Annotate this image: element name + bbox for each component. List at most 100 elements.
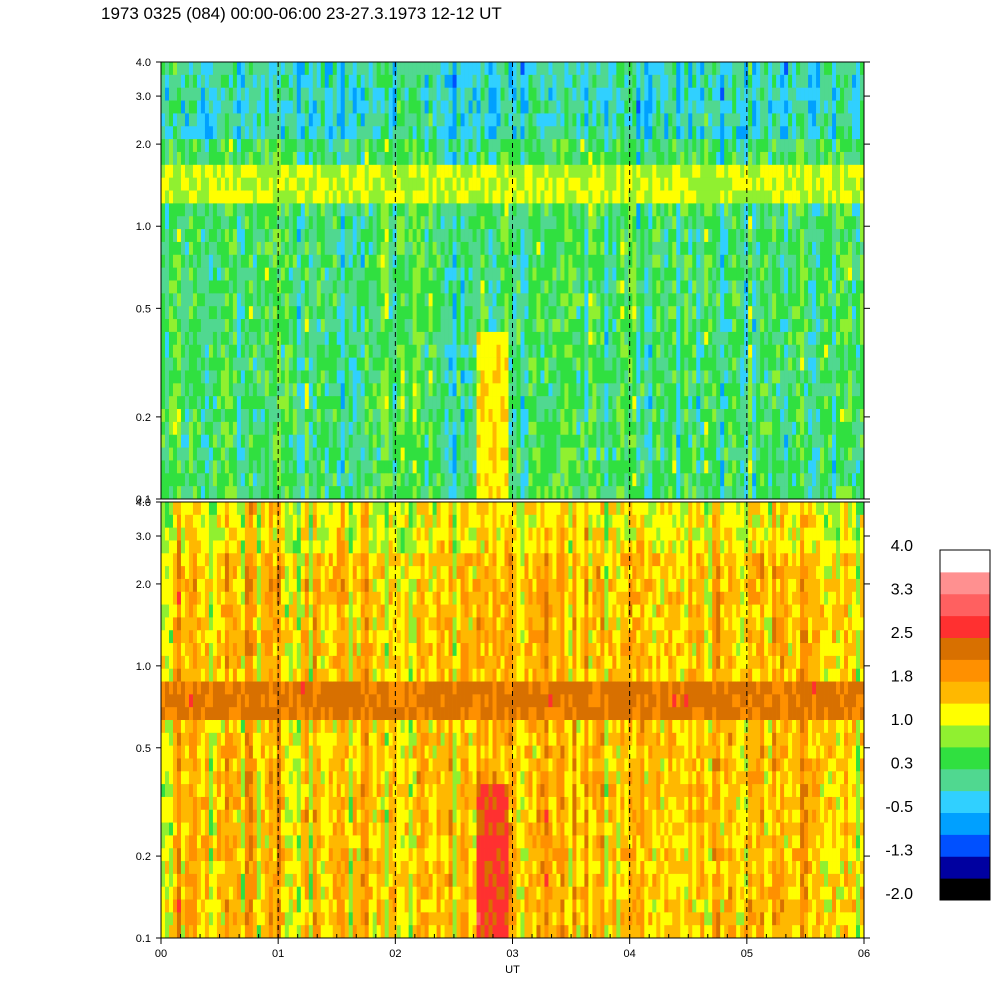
heatmap-cell [496, 421, 501, 436]
heatmap-cell [744, 126, 749, 140]
heatmap-cell [436, 267, 441, 281]
heatmap-cell [340, 126, 346, 140]
heatmap-cell [544, 293, 549, 307]
heatmap-cell [188, 254, 194, 268]
heatmap-cell [712, 100, 717, 114]
heatmap-cell [668, 203, 673, 217]
heatmap-cell [548, 319, 553, 333]
heatmap-cell [161, 113, 166, 127]
heatmap-cell [572, 190, 577, 204]
heatmap-cell [436, 190, 441, 204]
heatmap-cell [560, 190, 565, 204]
heatmap-cell [604, 409, 609, 423]
heatmap-cell [280, 357, 286, 371]
heatmap-cell [272, 74, 278, 88]
heatmap-cell [684, 190, 689, 204]
heatmap-cell [540, 280, 545, 294]
heatmap-cell [596, 331, 601, 346]
heatmap-cell [344, 319, 350, 333]
heatmap-cell [488, 409, 493, 423]
heatmap-cell [216, 280, 222, 294]
heatmap-cell [576, 100, 581, 114]
heatmap-cell [372, 306, 377, 320]
heatmap-cell [608, 216, 613, 230]
heatmap-cell [228, 434, 234, 448]
heatmap-cell [456, 409, 461, 423]
heatmap-cell [412, 460, 417, 474]
heatmap-cell [604, 331, 609, 346]
heatmap-cell [628, 370, 633, 384]
heatmap-cell [556, 434, 561, 448]
heatmap-cell [660, 151, 665, 166]
heatmap-cell [520, 177, 525, 191]
heatmap-cell [396, 331, 401, 346]
heatmap-cell [204, 319, 210, 333]
heatmap-cell [492, 357, 497, 371]
heatmap-cell [572, 87, 577, 101]
heatmap-cell [400, 62, 405, 76]
heatmap-cell [368, 370, 373, 384]
heatmap-cell [188, 473, 194, 487]
heatmap-cell [700, 280, 705, 294]
heatmap-cell [292, 447, 298, 461]
heatmap-cell [436, 164, 441, 178]
heatmap-cell [676, 293, 681, 307]
heatmap-cell [232, 241, 238, 256]
heatmap-cell [544, 434, 549, 448]
heatmap-cell [548, 62, 553, 76]
heatmap-cell [304, 151, 310, 166]
heatmap-cell [216, 113, 222, 127]
heatmap-cell [304, 293, 310, 307]
heatmap-cell [161, 396, 166, 410]
heatmap-cell [344, 87, 350, 101]
heatmap-cell [320, 293, 326, 307]
heatmap-cell [612, 113, 617, 127]
heatmap-cell [636, 319, 641, 333]
heatmap-cell [284, 216, 290, 230]
heatmap-cell [520, 216, 525, 230]
heatmap-cell [280, 396, 286, 410]
heatmap-cell [520, 293, 525, 307]
heatmap-cell [716, 87, 721, 101]
heatmap-cell [200, 151, 206, 166]
heatmap-cell [636, 486, 641, 500]
heatmap-cell [288, 396, 294, 410]
heatmap-cell [680, 370, 685, 384]
heatmap-cell [328, 113, 334, 127]
heatmap-cell [508, 126, 513, 140]
heatmap-cell [296, 87, 302, 101]
heatmap-cell [324, 216, 330, 230]
heatmap-cell [612, 293, 617, 307]
heatmap-cell [264, 164, 270, 178]
heatmap-cell [300, 280, 306, 294]
heatmap-cell [492, 177, 497, 191]
heatmap-cell [584, 370, 589, 384]
heatmap-cell [412, 370, 417, 384]
heatmap-cell [376, 460, 381, 474]
heatmap-cell [444, 126, 449, 140]
heatmap-cell [220, 409, 226, 423]
heatmap-cell [688, 100, 693, 114]
heatmap-cell [660, 216, 665, 230]
heatmap-cell [384, 331, 389, 346]
heatmap-cell [292, 229, 298, 243]
heatmap-cell [544, 177, 549, 191]
heatmap-cell [240, 216, 246, 230]
heatmap-cell [236, 151, 242, 166]
heatmap-cell [348, 74, 354, 88]
heatmap-cell [188, 409, 194, 423]
heatmap-cell [732, 100, 737, 114]
heatmap-cell [596, 241, 601, 256]
heatmap-cell [740, 293, 745, 307]
heatmap-cell [692, 486, 697, 500]
heatmap-cell [612, 151, 617, 166]
heatmap-cell [424, 177, 429, 191]
heatmap-cell [664, 254, 669, 268]
heatmap-cell [384, 139, 389, 153]
heatmap-cell [404, 267, 409, 281]
heatmap-cell [320, 87, 326, 101]
heatmap-cell [348, 421, 354, 436]
heatmap-cell [608, 203, 613, 217]
heatmap-cell [260, 229, 266, 243]
heatmap-cell [244, 177, 250, 191]
